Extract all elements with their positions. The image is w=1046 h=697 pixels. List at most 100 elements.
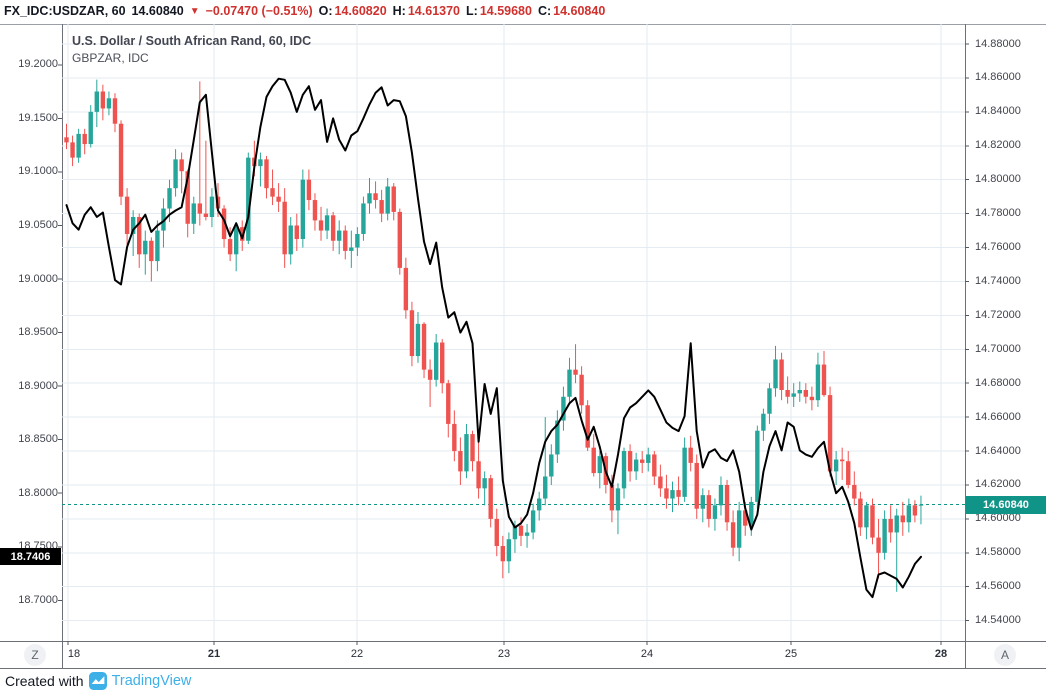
candle-body (597, 456, 602, 474)
left-axis-tick-label: 19.1000 (18, 165, 58, 178)
left-axis-tick-label: 18.9000 (18, 379, 58, 392)
candle-body (124, 196, 130, 234)
candle-body (397, 211, 402, 268)
candle-body (827, 395, 833, 472)
candle-body (197, 203, 203, 214)
candle-body (536, 498, 542, 511)
candle-body (615, 488, 621, 511)
candle-body (324, 215, 330, 231)
symbol-info-bar: FX_IDC:USDZAR, 60 14.60840 ▼ −0.07470 (−… (4, 2, 605, 20)
candle-body (694, 462, 699, 509)
right-axis-tick-label: 14.64000 (975, 444, 1021, 457)
candle-body (549, 454, 554, 477)
candle-body (682, 447, 687, 497)
candle-body (379, 200, 384, 214)
legend-overlay-series-title[interactable]: GBPZAR, IDC (72, 51, 149, 65)
candle-body (240, 227, 245, 241)
candle-body (591, 447, 596, 474)
candle-body (621, 451, 627, 489)
right-axis-tick-label: 14.56000 (975, 580, 1021, 593)
candle-body (482, 478, 487, 489)
candle-body (137, 217, 142, 255)
left-axis-border (62, 24, 63, 668)
right-axis-tick-label: 14.54000 (975, 614, 1021, 627)
candle-body (858, 498, 863, 528)
candle-body (543, 476, 548, 499)
candle-body (70, 142, 75, 158)
tradingview-logo-icon[interactable] (88, 672, 107, 690)
candle-body (785, 389, 790, 397)
candle-body (294, 225, 299, 240)
candle-body (700, 495, 705, 509)
right-axis-tick-label: 14.68000 (975, 376, 1021, 389)
candle-body (440, 342, 445, 384)
candle-body (337, 230, 342, 241)
tradingview-brand-link[interactable]: TradingView (111, 673, 192, 689)
time-axis-label: 18 (67, 648, 81, 660)
right-axis-tick-label: 14.70000 (975, 342, 1021, 355)
candle-body (512, 525, 518, 540)
candle-body (555, 420, 560, 455)
candle-body (82, 133, 87, 145)
candle-body (191, 203, 196, 224)
candle-body (670, 490, 675, 499)
candle-body (736, 510, 742, 548)
candle-body (76, 133, 81, 158)
candle-body (506, 539, 512, 562)
candle-body (488, 478, 493, 519)
candle-body (185, 171, 190, 224)
candle-body (203, 213, 209, 218)
candle-body (500, 546, 506, 562)
candle-body (876, 537, 881, 553)
candle-body (688, 447, 693, 463)
candle-body (494, 518, 499, 547)
candle-body (64, 137, 69, 143)
right-axis-tick-label: 14.88000 (975, 37, 1021, 50)
right-axis-tick-label: 14.58000 (975, 546, 1021, 559)
left-axis-tick-label: 19.0500 (18, 218, 58, 231)
pane-top-border (0, 24, 1046, 25)
candle-body (270, 188, 275, 197)
candle-body (276, 196, 281, 202)
candle-body (664, 488, 669, 499)
candle-body (773, 359, 778, 389)
candle-body (476, 461, 481, 489)
left-axis-tick-label: 18.8500 (18, 433, 58, 446)
candle-body (130, 217, 136, 234)
candle-body (415, 323, 421, 357)
candle-body (94, 91, 99, 112)
candle-body (355, 233, 360, 248)
pane-bottom-border (0, 641, 1046, 642)
candle-body (918, 504, 924, 506)
usdzar-price-label: 14.60840 (966, 495, 1046, 514)
candle-body (373, 193, 378, 201)
legend-main-series-title[interactable]: U.S. Dollar / South African Rand, 60, ID… (72, 34, 312, 48)
right-axis-tick-label: 14.72000 (975, 308, 1021, 321)
candle-body (300, 179, 306, 240)
candle-body (658, 476, 663, 489)
candle-body (839, 459, 845, 462)
candle-body (464, 434, 469, 472)
candle-body (221, 208, 227, 240)
candle-body (209, 196, 215, 218)
candle-body (627, 451, 633, 472)
candle-body (367, 193, 372, 204)
right-axis-tick-label: 14.66000 (975, 410, 1021, 423)
candle-body (391, 186, 396, 212)
auto-scale-button[interactable]: A (994, 644, 1016, 666)
timezone-button[interactable]: Z (24, 644, 46, 666)
left-axis-tick-label: 19.2000 (18, 58, 58, 71)
candle-body (743, 510, 748, 526)
candle-body (561, 396, 566, 421)
candle-body (821, 364, 827, 396)
candle-body (149, 240, 154, 262)
candle-body (227, 239, 233, 255)
candle-body (755, 430, 760, 502)
chart-legend[interactable]: U.S. Dollar / South African Rand, 60, ID… (72, 33, 311, 67)
candle-body (421, 323, 427, 370)
candle-body (633, 459, 639, 472)
candle-body (179, 159, 184, 172)
candle-body (246, 157, 251, 241)
right-axis-tick-label: 14.62000 (975, 478, 1021, 491)
